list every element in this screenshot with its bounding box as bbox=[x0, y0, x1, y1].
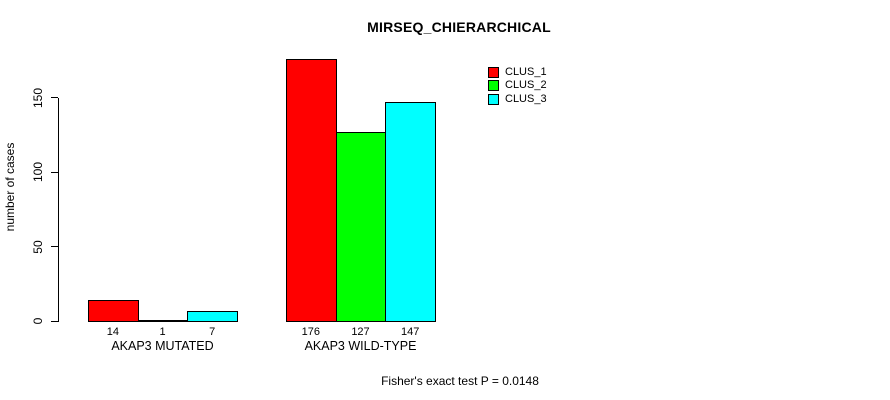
legend-item: CLUS_3 bbox=[488, 93, 547, 106]
y-tick-label: 100 bbox=[31, 162, 45, 183]
y-tick-label: 150 bbox=[31, 87, 45, 108]
y-axis-line bbox=[58, 97, 59, 322]
y-axis-title: number of cases bbox=[3, 142, 17, 232]
annotation-fisher-test: Fisher's exact test P = 0.0148 bbox=[381, 374, 539, 388]
chart-title: MIRSEQ_CHIERARCHICAL bbox=[367, 19, 551, 35]
legend-label: CLUS_1 bbox=[505, 66, 547, 79]
x-category-label: AKAP3 MUTATED bbox=[111, 339, 214, 353]
bar-clus_3-akap3-wild-type bbox=[385, 102, 436, 323]
legend-label: CLUS_2 bbox=[505, 79, 547, 92]
y-tick-mark bbox=[51, 97, 58, 99]
bar-clus_1-akap3-wild-type bbox=[286, 59, 337, 323]
y-tick-mark bbox=[51, 246, 58, 248]
legend-item: CLUS_1 bbox=[488, 66, 547, 79]
x-category-label: AKAP3 WILD-TYPE bbox=[304, 339, 417, 353]
bar-value-label: 1 bbox=[159, 326, 166, 338]
legend-swatch bbox=[488, 67, 499, 79]
legend-label: CLUS_3 bbox=[505, 92, 547, 105]
legend-swatch bbox=[488, 93, 499, 105]
bar-clus_2-akap3-wild-type bbox=[335, 132, 387, 323]
bar-clus_1-akap3-mutated bbox=[88, 300, 139, 323]
y-tick-mark bbox=[51, 171, 58, 173]
legend: CLUS_1 CLUS_2 CLUS_3 bbox=[488, 66, 547, 106]
bar-value-label: 147 bbox=[400, 326, 420, 338]
y-tick-label: 50 bbox=[31, 239, 45, 254]
bar-clus_3-akap3-mutated bbox=[187, 310, 238, 323]
bar-value-label: 14 bbox=[106, 326, 119, 338]
bar-value-label: 176 bbox=[301, 326, 320, 338]
bar-value-label: 7 bbox=[209, 326, 216, 338]
bar-value-label: 127 bbox=[351, 326, 370, 338]
legend-swatch bbox=[488, 80, 499, 92]
y-tick-label: 0 bbox=[31, 317, 45, 325]
y-tick-mark bbox=[51, 320, 58, 322]
bar-clus_2-akap3-mutated bbox=[137, 319, 189, 323]
legend-item: CLUS_2 bbox=[488, 79, 547, 92]
